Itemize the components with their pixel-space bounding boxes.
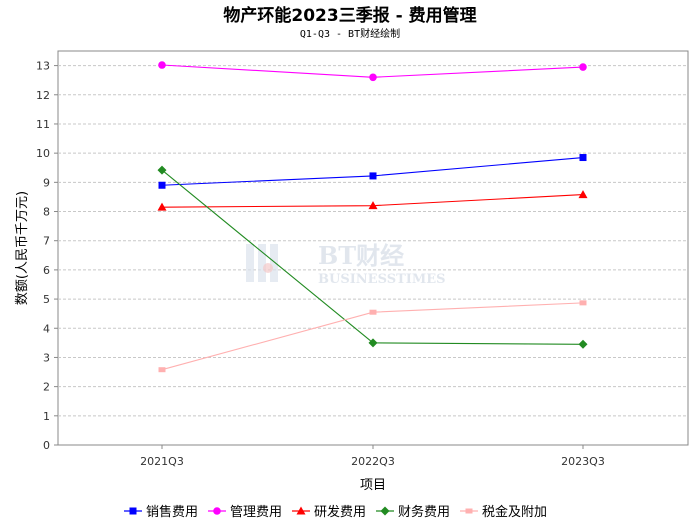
legend-item: 销售费用: [124, 504, 198, 520]
legend-item: 税金及附加: [460, 504, 547, 520]
legend-item: 财务费用: [376, 504, 450, 520]
y-tick-label: 1: [43, 410, 50, 423]
legend-item: 研发费用: [292, 504, 366, 520]
series-4: [157, 165, 588, 349]
watermark-main: BT财经: [318, 241, 404, 270]
y-tick-label: 6: [43, 264, 50, 277]
data-point: [157, 202, 167, 211]
legend-label: 管理费用: [230, 505, 282, 520]
data-point: [158, 367, 166, 373]
x-tick-label: 2023Q3: [561, 455, 605, 468]
data-point: [579, 154, 587, 162]
legend-label: 财务费用: [398, 504, 450, 520]
watermark-logo-bar: [258, 244, 266, 282]
x-tick-label: 2021Q3: [140, 455, 184, 468]
legend-marker: [129, 507, 137, 515]
plot-area: [57, 50, 689, 446]
x-tick-label: 2022Q3: [351, 455, 395, 468]
series-2: [158, 61, 587, 82]
series-layer: [157, 61, 588, 373]
x-axis: 2021Q3 2022Q3 2023Q3: [140, 445, 605, 468]
y-tick-label: 2: [43, 381, 50, 394]
series-3: [157, 190, 588, 211]
y-tick-label: 4: [43, 322, 50, 335]
legend-marker: [213, 507, 221, 515]
legend-marker: [380, 506, 390, 516]
y-tick-label: 11: [36, 118, 50, 131]
y-tick-label: 0: [43, 439, 50, 452]
data-point: [368, 201, 378, 210]
data-point: [157, 165, 167, 175]
data-point: [578, 339, 588, 349]
y-tick-label: 5: [43, 293, 50, 306]
legend-marker: [296, 506, 306, 515]
data-point: [579, 63, 587, 71]
data-point: [369, 172, 377, 180]
watermark: BT财经 BUSINESSTIMES: [246, 241, 446, 287]
data-point: [579, 300, 587, 306]
legend-label: 税金及附加: [482, 504, 547, 520]
legend-item: 管理费用: [208, 505, 282, 520]
watermark-logo-bar: [270, 244, 278, 282]
legend: 销售费用 管理费用 研发费用 财务费用 税金及附加: [124, 504, 547, 520]
legend-label: 销售费用: [146, 504, 198, 520]
watermark-logo-dot: [263, 263, 273, 273]
y-axis-label: 数额(人民币千万元): [15, 191, 30, 305]
series-1: [158, 154, 587, 189]
watermark-logo-bar: [246, 244, 254, 282]
legend-label: 研发费用: [314, 504, 366, 520]
data-point: [369, 309, 377, 315]
y-tick-label: 9: [43, 176, 50, 189]
data-point: [368, 338, 378, 348]
legend-marker: [465, 508, 473, 514]
y-tick-label: 7: [43, 235, 50, 248]
chart-subtitle: Q1-Q3 - BT财经绘制: [300, 27, 400, 40]
chart-title: 物产环能2023三季报 - 费用管理: [223, 5, 476, 26]
x-axis-label: 项目: [360, 478, 386, 493]
watermark-sub: BUSINESSTIMES: [318, 272, 446, 287]
data-point: [369, 73, 377, 82]
data-point: [158, 61, 166, 69]
data-point: [578, 190, 588, 199]
y-tick-label: 8: [43, 206, 50, 219]
data-point: [158, 181, 166, 189]
y-tick-label: 12: [36, 89, 50, 102]
y-tick-label: 10: [36, 147, 50, 160]
y-tick-label: 13: [36, 60, 50, 73]
series-5: [158, 300, 587, 373]
y-tick-label: 3: [43, 351, 50, 364]
